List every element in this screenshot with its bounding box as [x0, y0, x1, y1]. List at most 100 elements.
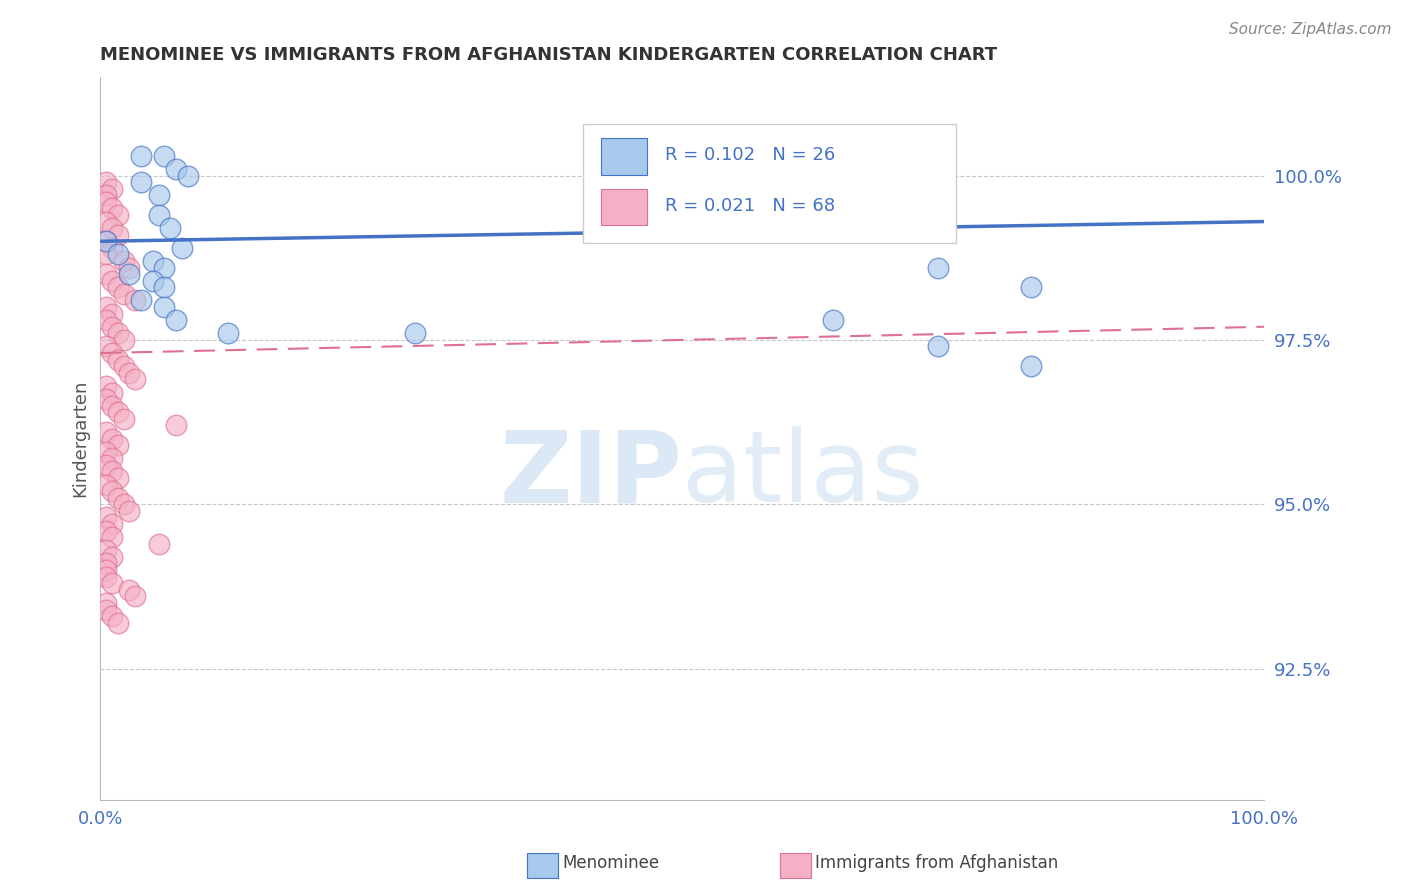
Point	[129, 175, 152, 189]
Point	[96, 563, 118, 577]
Y-axis label: Kindergarten: Kindergarten	[72, 380, 89, 497]
Point	[96, 425, 118, 439]
Point	[96, 234, 118, 248]
Point	[101, 241, 124, 255]
Point	[96, 392, 118, 406]
Point	[107, 615, 129, 630]
Point	[101, 530, 124, 544]
Point	[96, 569, 118, 583]
Point	[118, 267, 141, 281]
Text: ZIP: ZIP	[499, 426, 682, 524]
Point	[96, 234, 118, 248]
Point	[142, 254, 165, 268]
Point	[118, 366, 141, 380]
Point	[124, 372, 146, 386]
Point	[101, 549, 124, 564]
Point	[107, 227, 129, 242]
Point	[101, 576, 124, 591]
Point	[101, 319, 124, 334]
Point	[159, 221, 181, 235]
Text: atlas: atlas	[682, 426, 924, 524]
Point	[96, 194, 118, 209]
Point	[823, 313, 845, 327]
Point	[101, 516, 124, 531]
Point	[165, 313, 187, 327]
Point	[112, 333, 135, 347]
Point	[101, 202, 124, 216]
Point	[107, 352, 129, 367]
Point	[112, 412, 135, 426]
Text: Immigrants from Afghanistan: Immigrants from Afghanistan	[815, 855, 1059, 872]
Point	[96, 300, 118, 314]
Point	[112, 286, 135, 301]
Point	[124, 293, 146, 308]
Bar	[600, 189, 647, 225]
Text: MENOMINEE VS IMMIGRANTS FROM AFGHANISTAN KINDERGARTEN CORRELATION CHART: MENOMINEE VS IMMIGRANTS FROM AFGHANISTAN…	[100, 46, 997, 64]
Point	[112, 359, 135, 374]
Point	[96, 557, 118, 571]
Point	[107, 405, 129, 419]
Point	[101, 182, 124, 196]
Point	[101, 432, 124, 446]
Point	[96, 313, 118, 327]
Point	[118, 582, 141, 597]
Point	[217, 326, 239, 341]
Point	[96, 379, 118, 393]
Point	[101, 399, 124, 413]
Text: Source: ZipAtlas.com: Source: ZipAtlas.com	[1229, 22, 1392, 37]
Text: Menominee: Menominee	[562, 855, 659, 872]
Point	[153, 149, 176, 163]
Point	[96, 188, 118, 202]
Point	[927, 339, 949, 353]
Point	[165, 161, 187, 176]
Point	[96, 510, 118, 524]
Point	[148, 188, 170, 202]
Point	[101, 609, 124, 624]
Point	[107, 491, 129, 505]
Point	[107, 326, 129, 341]
Point	[107, 208, 129, 222]
Point	[101, 465, 124, 479]
FancyBboxPatch shape	[583, 124, 956, 244]
Point	[124, 590, 146, 604]
Point	[101, 221, 124, 235]
Point	[927, 260, 949, 275]
Point	[148, 537, 170, 551]
Point	[107, 280, 129, 294]
Point	[101, 346, 124, 360]
Point	[96, 175, 118, 189]
Text: R = 0.102   N = 26: R = 0.102 N = 26	[665, 146, 835, 164]
Point	[153, 300, 176, 314]
Point	[129, 149, 152, 163]
Point	[176, 169, 198, 183]
Point	[1021, 359, 1043, 374]
Point	[107, 438, 129, 452]
Bar	[600, 138, 647, 175]
Point	[129, 293, 152, 308]
Point	[101, 385, 124, 400]
Point	[96, 477, 118, 491]
Point	[96, 596, 118, 610]
Point	[96, 543, 118, 558]
Point	[107, 247, 129, 261]
Point	[1021, 280, 1043, 294]
Point	[165, 418, 187, 433]
Point	[101, 484, 124, 499]
Point	[101, 451, 124, 466]
Point	[96, 214, 118, 228]
Point	[170, 241, 193, 255]
Point	[112, 497, 135, 511]
Point	[96, 339, 118, 353]
Point	[96, 267, 118, 281]
Point	[142, 274, 165, 288]
Point	[96, 524, 118, 538]
Point	[96, 444, 118, 458]
Point	[118, 260, 141, 275]
Point	[404, 326, 426, 341]
Point	[101, 307, 124, 321]
Point	[107, 471, 129, 485]
Point	[112, 254, 135, 268]
Point	[96, 458, 118, 472]
Point	[153, 280, 176, 294]
Point	[153, 260, 176, 275]
